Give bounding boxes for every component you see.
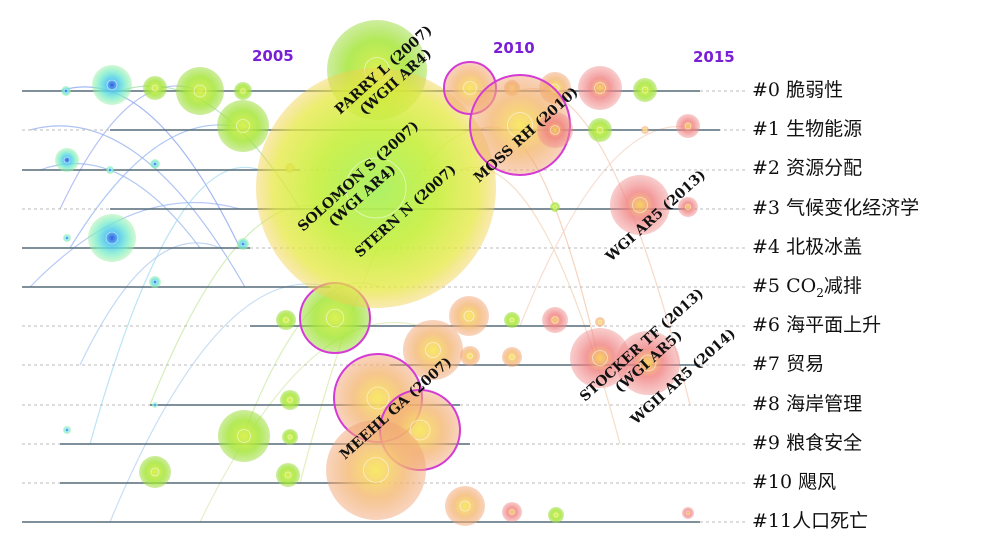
citation-nodes	[55, 20, 700, 526]
citation-node-27	[676, 114, 700, 138]
citation-node-25	[588, 118, 612, 142]
citation-node-43	[218, 410, 270, 462]
cluster-label-8: #8 海岸管理	[752, 393, 862, 415]
citation-node-4	[61, 86, 71, 96]
cluster-label-11: #11人口死亡	[752, 510, 868, 532]
citation-node-7	[150, 159, 160, 169]
citation-node-45	[139, 456, 171, 488]
citation-node-11	[237, 238, 249, 250]
citation-node-8	[88, 214, 136, 262]
citation-node-6	[106, 166, 114, 174]
citation-node-22	[633, 78, 657, 102]
cluster-labels: #0 脆弱性 #1 生物能源 #2 资源分配 #3 气候变化经济学 #4 北极冰…	[752, 79, 919, 532]
year-label-2005: 2005	[252, 47, 294, 65]
citation-node-2	[176, 67, 224, 115]
citation-node-50	[548, 507, 564, 523]
cluster-label-5: #5 CO2减排	[752, 275, 862, 300]
year-label-2010: 2010	[493, 39, 535, 57]
citation-node-24	[537, 112, 573, 148]
cluster-label-3: #3 气候变化经济学	[752, 197, 919, 219]
citation-node-38	[570, 328, 630, 388]
citation-node-9	[63, 234, 71, 242]
citation-arc-15	[59, 85, 201, 210]
citation-node-28	[610, 175, 670, 235]
citation-node-30	[550, 202, 560, 212]
citation-node-5	[55, 148, 79, 172]
citation-node-48	[445, 486, 485, 526]
citation-node-42	[280, 390, 300, 410]
cluster-label-7: #7 贸易	[752, 353, 824, 375]
citation-node-21	[578, 66, 622, 110]
citation-node-37	[502, 347, 522, 367]
cluster-label-1: #1 生物能源	[752, 118, 862, 140]
cluster-label-9: #9 粮食安全	[752, 432, 862, 454]
citation-node-31	[449, 296, 489, 336]
cluster-label-2: #2 资源分配	[752, 157, 862, 179]
citation-arc-4	[29, 202, 241, 288]
citation-arc-16	[79, 242, 221, 366]
citation-node-47	[326, 420, 426, 520]
year-label-2015: 2015	[693, 48, 735, 66]
citation-node-46	[276, 463, 300, 487]
citation-node-51	[682, 507, 694, 519]
cluster-label-0: #0 脆弱性	[752, 79, 843, 101]
citation-node-53	[63, 426, 71, 434]
citation-node-17	[256, 68, 496, 308]
cluster-label-6: #6 海平面上升	[752, 314, 881, 336]
citation-node-39	[616, 331, 680, 395]
citation-node-36	[460, 346, 480, 366]
citation-node-0	[92, 65, 132, 105]
citation-node-35	[403, 320, 463, 380]
citation-arc-17	[199, 321, 421, 523]
citation-node-14	[276, 310, 296, 330]
citation-node-10	[149, 276, 161, 288]
citation-arc-1	[29, 125, 246, 288]
citation-arc-13	[109, 283, 331, 523]
citation-node-52	[152, 402, 158, 408]
cluster-label-4: #4 北极冰盖	[752, 236, 862, 258]
citation-node-29	[678, 197, 698, 217]
citation-node-26	[641, 126, 649, 134]
citation-node-34	[595, 317, 605, 327]
citation-node-32	[504, 312, 520, 328]
citation-node-49	[502, 502, 522, 522]
citation-node-33	[542, 307, 568, 333]
citation-arc-12	[89, 166, 261, 445]
cluster-label-10: #10 飓风	[752, 471, 836, 493]
citation-node-3	[234, 82, 252, 100]
citation-node-1	[143, 76, 167, 100]
citation-node-44	[282, 429, 298, 445]
citation-node-12	[217, 100, 269, 152]
